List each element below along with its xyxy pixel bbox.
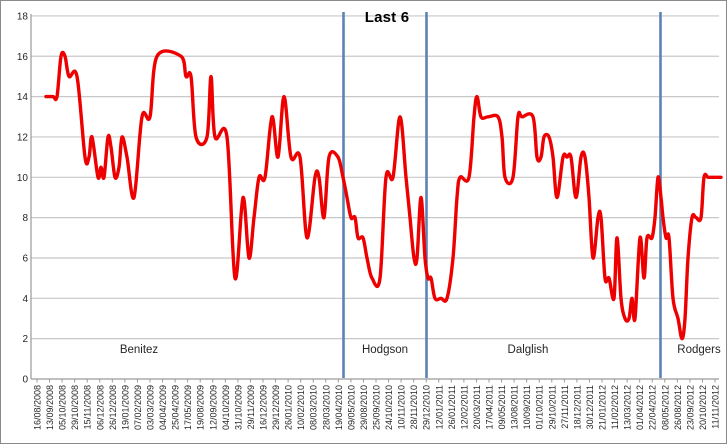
- y-tick-label: 4: [22, 294, 28, 305]
- y-tick-label: 10: [17, 173, 29, 184]
- x-tick-label: 18/12/2011: [572, 385, 582, 429]
- x-tick-label: 08/05/2012: [660, 385, 670, 430]
- x-tick-label: 26/12/2008: [108, 385, 118, 430]
- x-tick-label: 22/04/2012: [648, 385, 658, 430]
- x-tick-label: 23/09/2012: [685, 385, 695, 430]
- manager-label-benitez: Benitez: [120, 344, 159, 356]
- x-tick-label: 06/12/2008: [95, 385, 105, 430]
- x-tick-label: 17/04/2011: [485, 385, 495, 429]
- x-tick-label: 19/08/2009: [196, 385, 206, 430]
- manager-label-rodgers: Rodgers: [677, 344, 721, 356]
- y-tick-label: 18: [17, 11, 29, 22]
- x-tick-label: 05/10/2008: [58, 385, 68, 430]
- x-tick-label: 26/08/2012: [673, 385, 683, 430]
- x-tick-label: 25/09/2010: [372, 385, 382, 430]
- x-tick-label: 20/03/2011: [472, 385, 482, 429]
- x-tick-label: 29/10/2008: [70, 385, 80, 430]
- x-tick-label: 12/09/2009: [208, 385, 218, 430]
- x-tick-label: 26/01/2011: [447, 385, 457, 429]
- x-tick-label: 20/10/2012: [698, 385, 708, 430]
- x-tick-label: 24/10/2010: [384, 385, 394, 430]
- x-tick-label: 26/01/2010: [284, 385, 294, 430]
- x-tick-label: 10/02/2010: [296, 385, 306, 430]
- x-tick-label: 10/09/2011: [522, 385, 532, 429]
- x-tick-label: 10/11/2010: [397, 385, 407, 429]
- x-tick-label: 29/12/2009: [271, 385, 281, 430]
- x-tick-label: 09/05/2011: [497, 385, 507, 429]
- x-tick-label: 31/10/2009: [233, 385, 243, 430]
- y-tick-label: 8: [22, 213, 28, 224]
- x-tick-label: 28/11/2010: [409, 385, 419, 429]
- x-tick-label: 29/10/2011: [547, 385, 557, 429]
- x-tick-label: 13/09/2008: [45, 385, 55, 430]
- x-tick-label: 04/04/2009: [158, 385, 168, 430]
- y-tick-label: 14: [17, 92, 29, 103]
- x-tick-label: 08/03/2010: [309, 385, 319, 430]
- x-tick-label: 21/01/2012: [598, 385, 608, 430]
- x-tick-label: 27/11/2011: [560, 385, 570, 429]
- series-line-last6: [44, 49, 723, 341]
- x-tick-label: 16/08/2008: [33, 385, 43, 430]
- x-tick-label: 03/03/2009: [146, 385, 156, 430]
- x-tick-label: 29/12/2010: [422, 385, 432, 430]
- x-tick-label: 30/12/2011: [585, 385, 595, 429]
- x-tick-label: 13/08/2011: [510, 385, 520, 429]
- y-tick-label: 12: [17, 132, 29, 143]
- x-tick-label: 19/04/2010: [334, 385, 344, 430]
- manager-label-dalglish: Dalglish: [508, 344, 549, 356]
- x-tick-label: 17/05/2009: [183, 385, 193, 430]
- x-tick-label: 19/01/2009: [120, 385, 130, 430]
- x-tick-label: 16/12/2009: [259, 385, 269, 430]
- y-tick-label: 16: [17, 52, 29, 63]
- x-tick-label: 29/11/2009: [246, 385, 256, 429]
- y-tick-label: 6: [22, 253, 28, 264]
- x-tick-label: 04/10/2009: [221, 385, 231, 430]
- y-tick-label: 2: [22, 334, 28, 345]
- manager-label-hodgson: Hodgson: [362, 344, 408, 356]
- x-tick-label: 01/04/2012: [635, 385, 645, 430]
- x-tick-label: 11/02/2012: [610, 385, 620, 429]
- x-tick-label: 28/03/2010: [321, 385, 331, 430]
- x-tick-label: 13/03/2012: [623, 385, 633, 430]
- x-tick-label: 12/01/2011: [434, 385, 444, 429]
- y-tick-label: 0: [22, 375, 28, 386]
- x-tick-label: 25/04/2009: [171, 385, 181, 430]
- x-tick-label: 07/02/2009: [133, 385, 143, 430]
- chart-title: Last 6: [364, 9, 410, 26]
- x-tick-label: 29/08/2010: [359, 385, 369, 430]
- x-tick-label: 09/05/2010: [346, 385, 356, 430]
- x-tick-label: 01/10/2011: [535, 385, 545, 429]
- x-tick-label: 15/11/2008: [83, 385, 93, 429]
- x-tick-label: 12/02/2011: [459, 385, 469, 429]
- x-tick-label: 11/11/2012: [711, 385, 721, 429]
